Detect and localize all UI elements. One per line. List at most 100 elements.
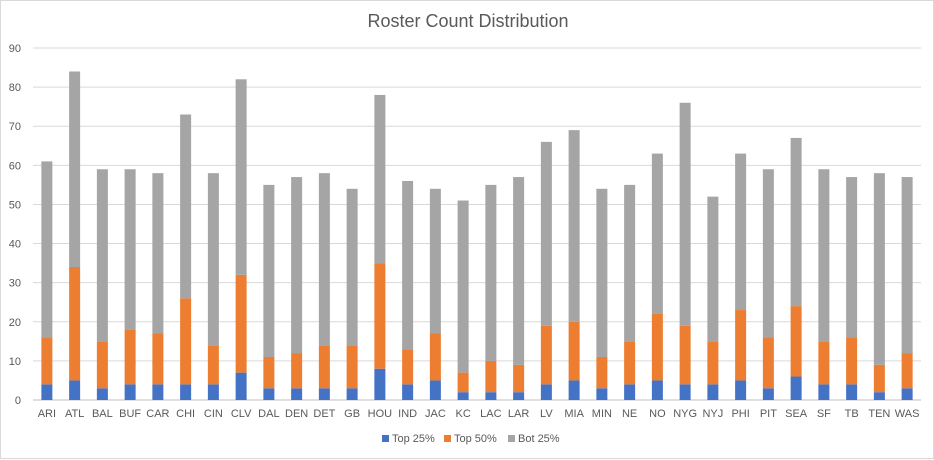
bar-segment <box>235 274 247 373</box>
bar-segment <box>318 173 330 346</box>
y-tick-label: 30 <box>9 278 21 290</box>
legend-label: Top 25% <box>392 433 435 445</box>
bar-segment <box>762 337 774 389</box>
bar-segment <box>568 130 580 322</box>
bar-segment <box>124 329 136 385</box>
bar-segment <box>429 380 441 400</box>
bar-segment <box>263 184 275 357</box>
bar-segment <box>679 384 691 400</box>
x-tick-label: BUF <box>119 408 141 420</box>
bar-segment <box>235 372 247 400</box>
bar-segment <box>513 177 525 365</box>
x-tick-label: NO <box>649 408 666 420</box>
x-tick-label: CHI <box>176 408 195 420</box>
bar-segment <box>540 325 552 385</box>
x-tick-label: JAC <box>425 408 446 420</box>
y-tick-label: 50 <box>9 199 21 211</box>
bar-segment <box>485 184 497 361</box>
bar-segment <box>790 376 802 400</box>
y-axis: 0 10 20 30 40 50 60 70 80 90 <box>9 43 21 407</box>
x-tick-label: LAR <box>508 408 529 420</box>
legend-label: Top 50% <box>454 433 497 445</box>
bar-segment <box>735 310 747 381</box>
bar-segment <box>513 364 525 393</box>
bar-segment <box>69 267 81 381</box>
bar-segment <box>457 200 469 373</box>
bar-segment <box>624 341 636 385</box>
bar-segment <box>873 173 885 365</box>
bar-segment <box>568 321 580 381</box>
bar-segment <box>762 388 774 400</box>
legend-swatch <box>508 435 515 442</box>
x-tick-label: BAL <box>92 408 113 420</box>
x-tick-label: MIA <box>564 408 584 420</box>
bar-segment <box>485 360 497 393</box>
bar-segment <box>402 384 414 400</box>
bar-segment <box>624 184 636 342</box>
chart-title: Roster Count Distribution <box>367 11 568 31</box>
bar-segment <box>707 341 719 385</box>
bar-segment <box>485 392 497 400</box>
y-tick-label: 80 <box>9 82 21 94</box>
bar-segment <box>291 353 303 389</box>
bar-segment <box>152 384 164 400</box>
bar-segment <box>901 177 913 354</box>
x-tick-label: KC <box>455 408 470 420</box>
y-tick-label: 40 <box>9 239 21 251</box>
legend-swatch <box>444 435 451 442</box>
x-tick-label: DEN <box>285 408 308 420</box>
bar-segment <box>152 333 164 385</box>
bar-segment <box>374 263 386 369</box>
bar-segment <box>818 341 830 385</box>
bar-segment <box>180 298 192 385</box>
bar-segment <box>651 380 663 400</box>
x-tick-label: IND <box>398 408 417 420</box>
x-tick-label: LAC <box>480 408 501 420</box>
bar-segment <box>513 392 525 400</box>
x-tick-label: DET <box>313 408 335 420</box>
bar-segment <box>96 169 108 342</box>
bar-segment <box>846 384 858 400</box>
bar-segment <box>402 180 414 350</box>
bar-segment <box>818 169 830 342</box>
x-tick-label: NYG <box>673 408 697 420</box>
x-tick-label: PHI <box>731 408 749 420</box>
bar-segment <box>707 384 719 400</box>
bar-segment <box>568 380 580 400</box>
bar-segment <box>69 380 81 400</box>
x-tick-label: SEA <box>785 408 808 420</box>
x-tick-label: CAR <box>146 408 169 420</box>
x-tick-label: GB <box>344 408 360 420</box>
bar-segment <box>235 79 247 275</box>
bar-segment <box>41 384 53 400</box>
bar-segment <box>901 388 913 400</box>
bar-segment <box>291 177 303 354</box>
y-tick-label: 20 <box>9 317 21 329</box>
x-tick-label: HOU <box>368 408 393 420</box>
x-tick-label: CLV <box>231 408 252 420</box>
legend-label: Bot 25% <box>518 433 560 445</box>
bar-segment <box>651 153 663 314</box>
x-tick-label: TEN <box>868 408 890 420</box>
bar-segment <box>41 337 53 385</box>
bar-segment <box>291 388 303 400</box>
x-axis: ARI ATL BAL BUF CAR CHI CIN CLV DAL DEN DET GB HOU IN… <box>38 408 920 420</box>
x-tick-label: NE <box>622 408 637 420</box>
bar-segment <box>207 173 219 346</box>
bar-segment <box>735 380 747 400</box>
x-tick-label: PIT <box>760 408 777 420</box>
bar-segment <box>429 188 441 334</box>
x-tick-label: ARI <box>38 408 56 420</box>
bar-segment <box>180 114 192 299</box>
bar-segment <box>873 364 885 393</box>
y-tick-label: 90 <box>9 43 21 55</box>
x-tick-label: DAL <box>258 408 279 420</box>
bar-segment <box>318 345 330 389</box>
x-tick-label: NYJ <box>702 408 723 420</box>
x-tick-label: LV <box>540 408 553 420</box>
legend: Top 25% Top 50% Bot 25% <box>382 433 560 445</box>
bar-segment <box>679 102 691 326</box>
bar-segment <box>873 392 885 400</box>
bar-segment <box>846 337 858 385</box>
